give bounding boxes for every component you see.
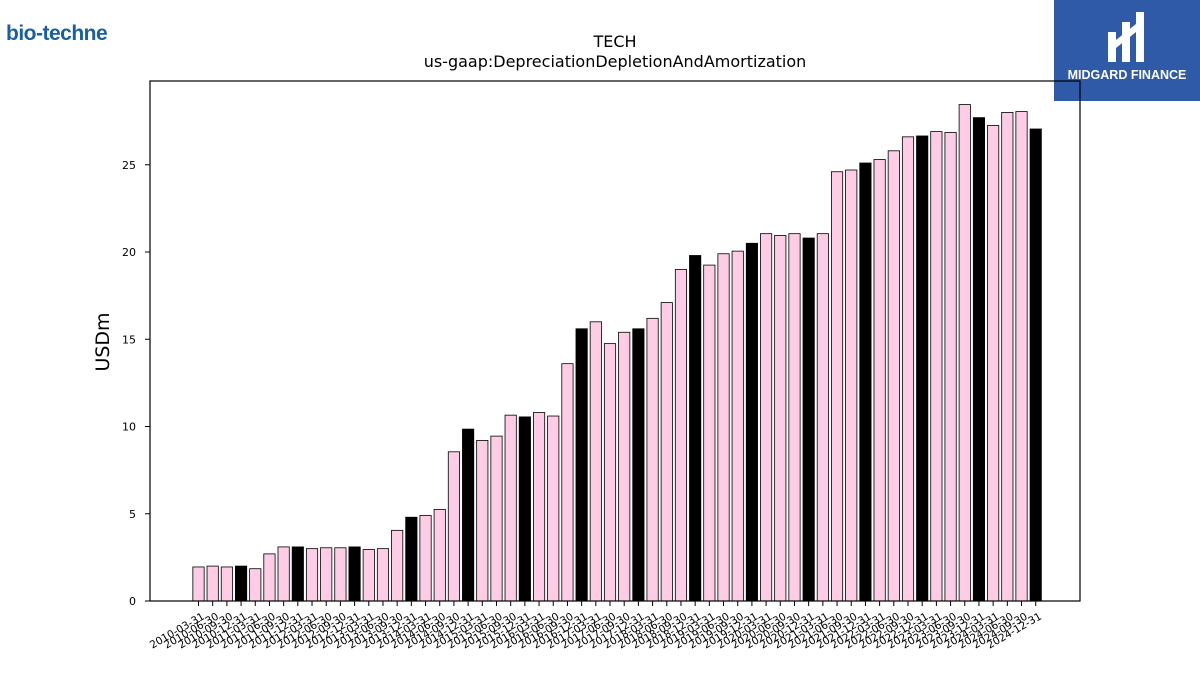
bar-2020-12-31 [802, 237, 815, 602]
plot-frame [149, 80, 1081, 602]
bar-2017-03-31 [589, 321, 602, 602]
bar-2011-12-31 [291, 546, 304, 602]
bar-2015-03-31 [476, 440, 489, 602]
chart-title: TECH [593, 32, 637, 51]
bar-2013-03-31 [362, 549, 375, 602]
bar-2016-03-31 [533, 412, 546, 602]
bar-2020-09-30 [788, 233, 801, 602]
bar-2023-03-31 [930, 131, 943, 602]
bars-group [192, 104, 1042, 602]
y-tick-label: 5 [129, 508, 136, 521]
midgard-logo-text: MIDGARD FINANCE [1067, 68, 1187, 82]
bar-2020-06-30 [774, 235, 787, 602]
bar-2014-12-31 [462, 428, 475, 602]
bar-2024-06-30 [1001, 112, 1014, 602]
bar-2016-06-30 [547, 415, 560, 602]
bar-2021-09-30 [845, 169, 858, 602]
bar-2018-06-30 [660, 302, 673, 602]
y-axis-label: USDm [92, 312, 114, 371]
midgard-finance-logo: MIDGARD FINANCE [1054, 0, 1200, 101]
bar-2023-09-30 [958, 104, 971, 602]
bar-2019-12-31 [745, 242, 758, 602]
bar-2019-09-30 [731, 250, 744, 602]
bar-2023-12-31 [972, 117, 985, 602]
bar-2021-03-31 [816, 233, 829, 602]
bar-2020-03-31 [760, 233, 773, 602]
bar-2019-06-30 [717, 253, 730, 602]
bar-2010-06-30 [206, 565, 219, 602]
midgard-logo-mark-icon [1108, 12, 1144, 62]
bio-techne-logo: bio-techne [6, 22, 108, 45]
bar-2024-03-31 [987, 125, 1000, 602]
y-tick-label: 20 [122, 246, 136, 259]
y-tick-label: 10 [122, 421, 136, 434]
bar-2014-06-30 [433, 508, 446, 602]
bar-2011-03-31 [249, 568, 262, 602]
y-tick-label: 25 [122, 159, 136, 172]
bar-2011-09-30 [277, 546, 290, 602]
bar-2023-06-30 [944, 132, 957, 602]
bar-2010-09-30 [220, 566, 233, 602]
bar-2012-06-30 [320, 547, 333, 602]
bar-2024-12-31 [1029, 128, 1042, 602]
bar-2012-03-31 [305, 548, 319, 602]
bar-2022-06-30 [887, 150, 900, 602]
bar-2017-09-30 [618, 331, 631, 602]
bar-2018-12-31 [689, 255, 702, 602]
bar-2015-09-30 [504, 414, 517, 602]
bar-2010-03-31 [192, 566, 205, 602]
bar-2018-09-30 [674, 269, 688, 602]
bar-2016-09-30 [561, 363, 574, 602]
bar-2013-09-30 [391, 529, 404, 602]
bar-2018-03-31 [646, 317, 659, 602]
bar-2017-12-31 [632, 328, 645, 602]
bar-2015-06-30 [490, 435, 503, 602]
bar-2022-12-31 [916, 135, 929, 602]
chart-subtitle: us-gaap:DepreciationDepletionAndAmortiza… [423, 52, 807, 71]
y-tick-label: 15 [122, 333, 136, 346]
bar-2013-06-30 [376, 548, 390, 602]
bar-2010-12-31 [235, 565, 248, 602]
bar-2022-03-31 [873, 159, 886, 602]
bar-2015-12-31 [518, 416, 531, 602]
bar-2011-06-30 [263, 553, 276, 602]
bar-2019-03-31 [703, 264, 716, 602]
bar-2021-06-30 [831, 171, 844, 602]
bar-2017-06-30 [603, 343, 617, 602]
x-axis: 2010-03-312010-06-302010-09-302010-12-31… [148, 601, 1044, 651]
bar-2022-09-30 [901, 136, 915, 602]
bar-2014-03-31 [419, 515, 432, 602]
bar-2014-09-30 [447, 451, 460, 602]
bar-2013-12-31 [405, 516, 418, 602]
bar-2012-09-30 [334, 547, 347, 602]
y-tick-label: 0 [129, 595, 136, 608]
bar-2016-12-31 [575, 328, 588, 602]
bar-2021-12-31 [859, 162, 872, 602]
y-axis: 0 5 10 15 20 25 [122, 159, 150, 608]
bar-2012-12-31 [348, 546, 361, 602]
bar-2024-09-30 [1015, 111, 1028, 602]
